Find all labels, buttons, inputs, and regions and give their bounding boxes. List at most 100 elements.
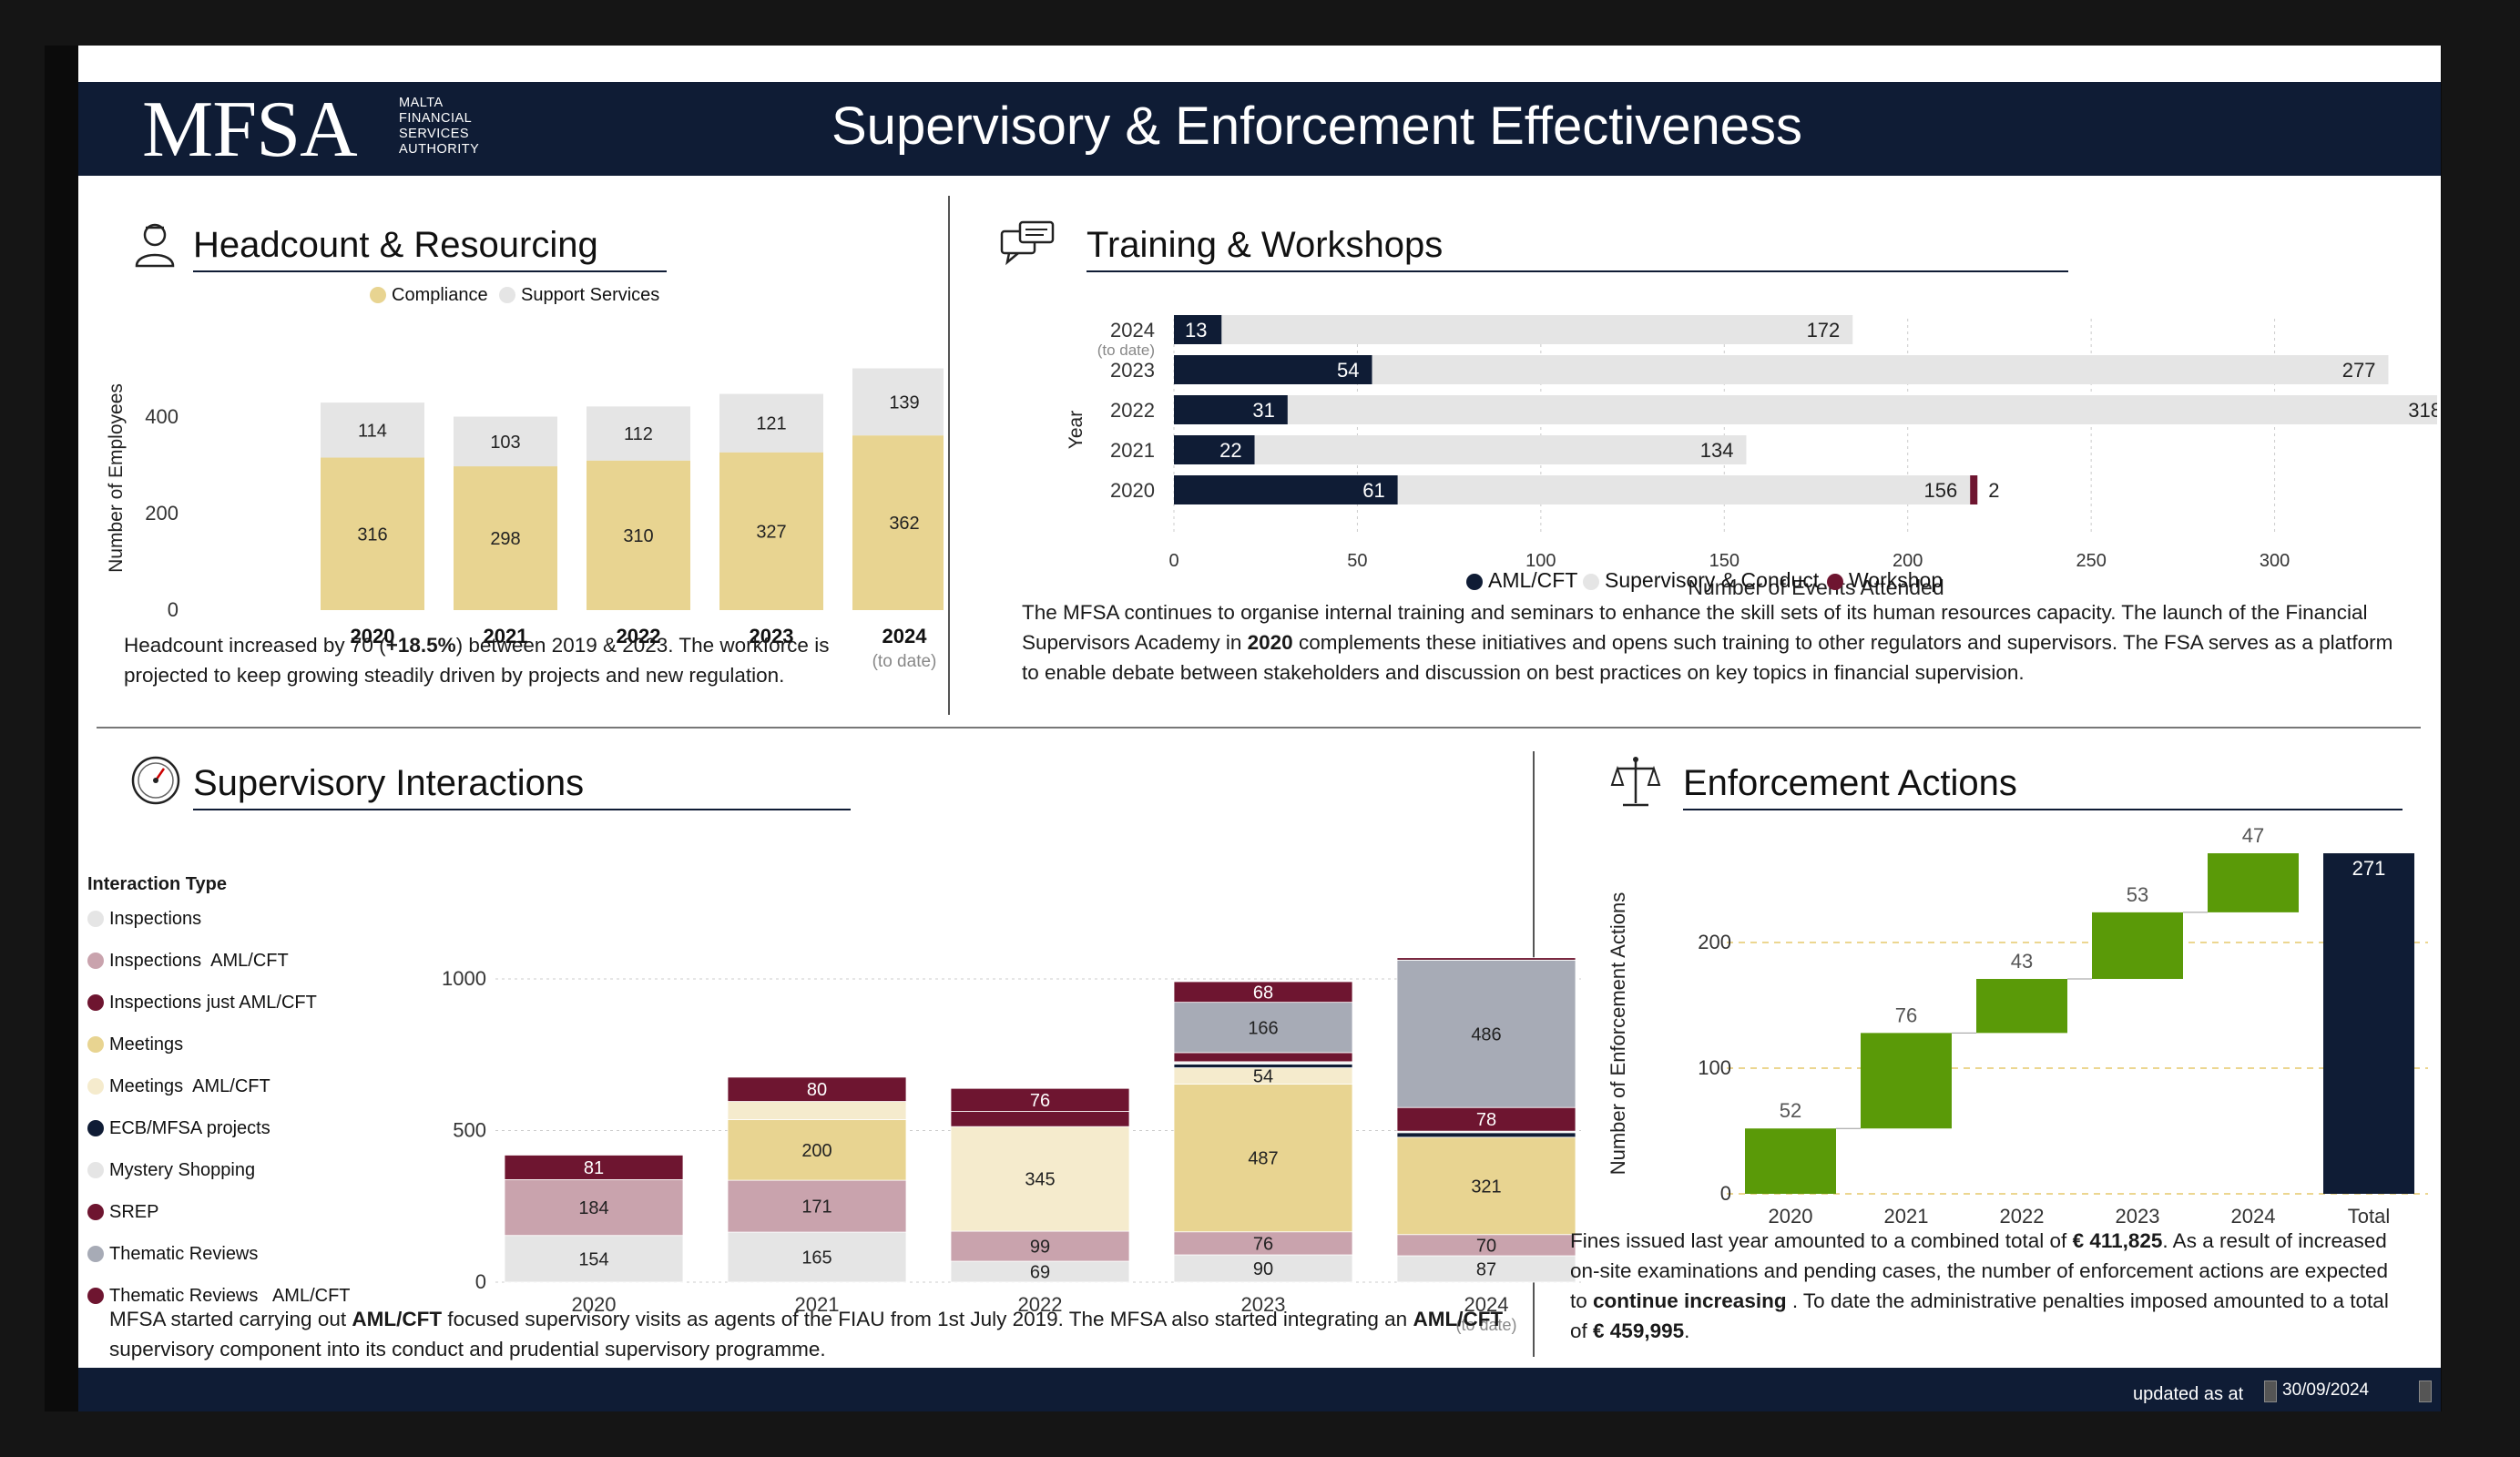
x-tick-label: 2022	[617, 625, 661, 647]
header-bar: MFSA MALTA FINANCIAL SERVICES AUTHORITY …	[78, 82, 2441, 176]
interactions-text-bold-2: AML/CFT	[1413, 1308, 1504, 1330]
x-tick-label: Total	[2348, 1205, 2390, 1228]
bar-aml-cft	[1174, 315, 1222, 344]
headcount-underline	[193, 270, 667, 272]
training-title: Training & Workshops	[1087, 225, 1444, 265]
footer-date: 30/09/2024	[2282, 1381, 2370, 1400]
x-axis-label: Number of Events Attended	[1688, 576, 1944, 596]
legend-title: Interaction Type	[87, 874, 227, 894]
legend-label: Mystery Shopping	[109, 1160, 256, 1180]
bar-supervisory-conduct	[1397, 475, 1971, 504]
x-tick-note: (to date)	[872, 652, 937, 671]
enforcement-text-3: . To date the administrative penalties i…	[1570, 1289, 2389, 1342]
headcount-text: Headcount increased by 70 (+18.5%) betwe…	[124, 630, 907, 690]
bar-segment	[504, 1155, 684, 1180]
y-tick-label: 400	[145, 405, 179, 428]
data-label: 54	[1337, 359, 1359, 382]
data-label: 200	[801, 1141, 831, 1161]
legend-dot-support	[499, 287, 515, 303]
data-label: 171	[801, 1197, 831, 1218]
x-tick-label: 2024	[883, 625, 928, 647]
data-label: 69	[1030, 1263, 1050, 1283]
x-tick-label: 2024	[2231, 1205, 2276, 1228]
legend-dot	[87, 1120, 104, 1136]
mfsa-logo-subtitle: MALTA FINANCIAL SERVICES AUTHORITY	[399, 96, 479, 158]
bar-total	[2323, 853, 2414, 1194]
y-axis-label: Number of Enforcement Actions	[1607, 892, 1629, 1176]
bar-compliance	[587, 460, 690, 610]
legend-aml-cft: AML/CFT	[1466, 568, 1577, 593]
data-label: 43	[2011, 950, 2033, 973]
interactions-text-bold-1: AML/CFT	[352, 1308, 443, 1330]
x-tick-label: 2020	[572, 1293, 617, 1316]
x-tick-label: 200	[1893, 551, 1923, 571]
data-label: 81	[584, 1158, 604, 1178]
bar-compliance	[321, 457, 424, 610]
bar-support-services	[587, 406, 690, 461]
enforcement-underline	[1683, 809, 2403, 810]
y-tick-label: 200	[1698, 931, 1731, 953]
bar-segment	[1173, 1084, 1353, 1233]
legend-dot	[87, 1036, 104, 1053]
calendar-icon	[2264, 1381, 2277, 1402]
x-tick-label: 300	[2260, 551, 2290, 571]
bar-segment	[950, 1087, 1130, 1112]
y-tick-label: 100	[1698, 1056, 1731, 1079]
data-label: 165	[801, 1248, 831, 1269]
data-label: 47	[2242, 824, 2264, 847]
bar-compliance	[852, 435, 944, 610]
legend-label: SREP	[109, 1202, 159, 1222]
legend-label: Inspections	[109, 909, 202, 929]
legend-label: Inspections AML/CFT	[109, 951, 289, 971]
scroll-handle[interactable]	[2419, 1381, 2432, 1402]
data-label: 54	[1253, 1067, 1273, 1087]
enforcement-title: Enforcement Actions	[1683, 763, 2017, 803]
data-label: 103	[490, 433, 520, 453]
bar-segment	[950, 1111, 1130, 1127]
bar-segment	[1173, 1002, 1353, 1054]
x-tick-label: 2023	[750, 625, 794, 647]
legend-dot	[87, 1162, 104, 1178]
chat-bubbles-icon	[1000, 220, 1056, 272]
data-label: 114	[358, 421, 387, 441]
x-tick-label: 2023	[1241, 1293, 1286, 1316]
training-text-bold: 2020	[1247, 631, 1293, 654]
bar-increase	[1861, 1033, 1952, 1129]
data-label: 318	[2408, 399, 2437, 422]
bar-segment	[1396, 1132, 1576, 1138]
legend-inspections-aml: Inspections AML/CFT	[87, 951, 289, 972]
y-tick-label: 1000	[442, 967, 486, 990]
x-tick-label: 2021	[795, 1293, 840, 1316]
bar-supervisory-conduct	[1254, 435, 1747, 464]
enforcement-text-4: .	[1684, 1319, 1690, 1342]
bar-segment	[1173, 1064, 1353, 1068]
data-label: 327	[756, 522, 786, 542]
interactions-chart: 0 500 1000 154 184 81 2020 165 171 200 80 2021 69 99 3…	[442, 957, 1581, 1334]
x-tick-label: 2024	[1464, 1293, 1509, 1316]
legend-dot-aml-cft	[1466, 574, 1483, 590]
data-label: 321	[1471, 1177, 1501, 1197]
legend-ecb-projects: ECB/MFSA projects	[87, 1118, 270, 1139]
x-tick-label: 2021	[484, 625, 528, 647]
bar-compliance	[719, 452, 823, 610]
bar-support-services	[852, 368, 944, 436]
data-label: 156	[1923, 479, 1957, 502]
legend-dot	[87, 994, 104, 1011]
bar-segment	[504, 1235, 684, 1283]
legend-meetings-aml: Meetings AML/CFT	[87, 1076, 270, 1097]
y-axis-label: Number of Employees	[106, 383, 127, 573]
data-label: 78	[1476, 1110, 1496, 1130]
bar-segment	[1173, 1254, 1353, 1283]
bar-segment	[1173, 1231, 1353, 1256]
legend-dot-compliance	[370, 287, 386, 303]
data-label: 31	[1252, 399, 1274, 422]
legend-dot	[87, 911, 104, 927]
interactions-text-2: focused supervisory visits as agents of …	[442, 1308, 1413, 1330]
data-label: 172	[1807, 319, 1841, 341]
interactions-title: Supervisory Interactions	[193, 763, 585, 803]
legend-inspections-just-aml: Inspections just AML/CFT	[87, 993, 317, 1014]
bar-workshop	[1970, 475, 1978, 504]
enforcement-text-bold-1: € 411,825	[2072, 1229, 2163, 1252]
data-label: 90	[1253, 1259, 1273, 1279]
data-label: 53	[2127, 883, 2148, 906]
